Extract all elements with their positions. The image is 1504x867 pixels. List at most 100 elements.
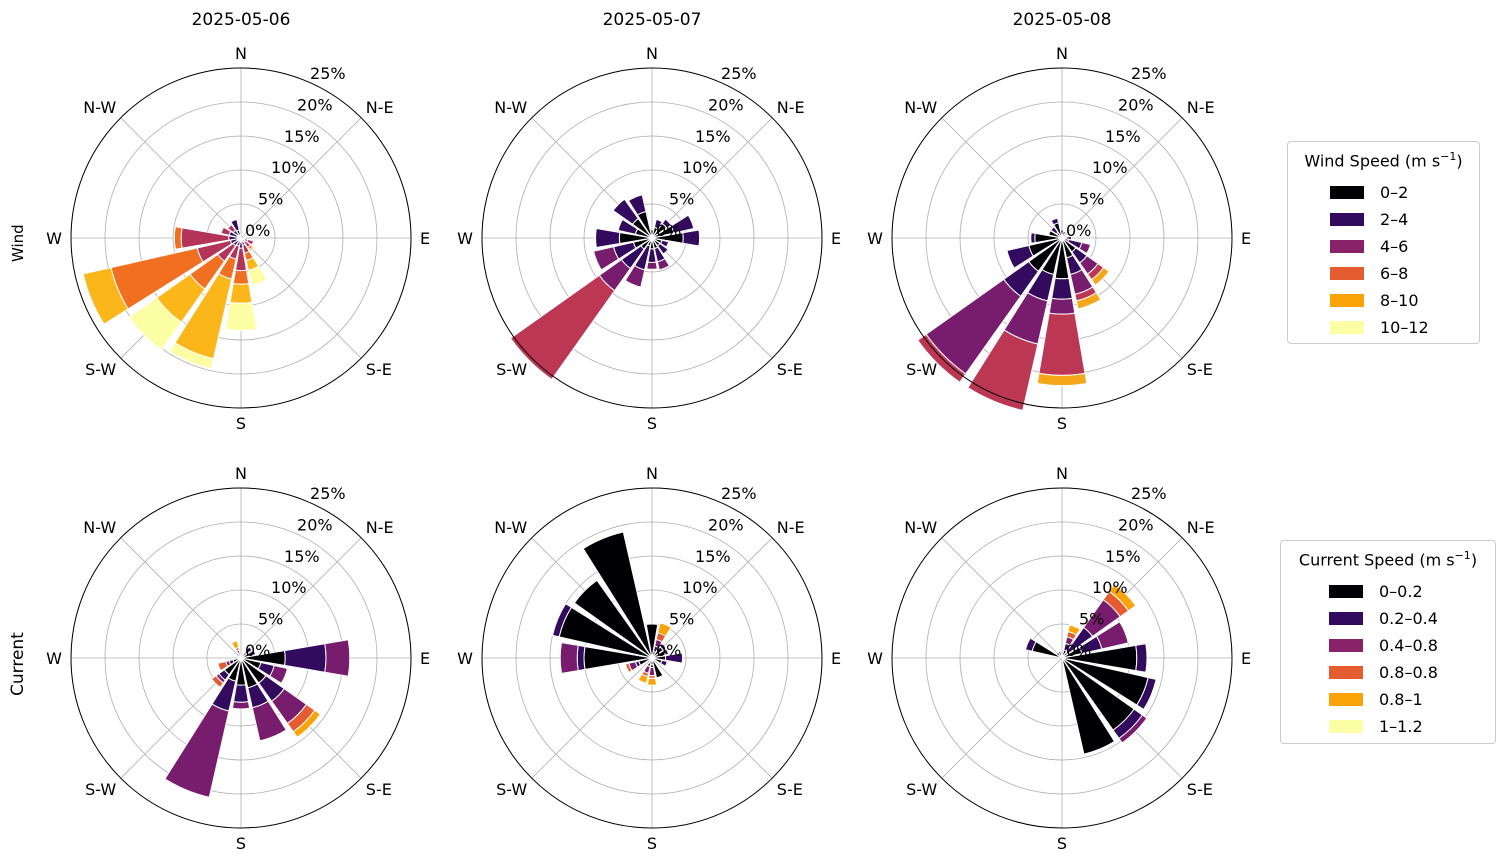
direction-label-w: W [457,649,473,668]
rose-bar-112.5-bin3 [269,664,289,685]
radial-tick-label: 25% [1131,64,1167,83]
direction-label-s: S [1057,414,1067,433]
direction-label-e: E [831,649,841,668]
direction-label-n-w: N-W [83,98,116,117]
rose-bar-202.5-bin3 [624,264,646,288]
rose-bar-270-bin2 [1030,232,1036,244]
radial-tick-label: 15% [284,127,320,146]
rose-bar-180-bin5 [646,677,658,686]
rose-bar-180-bin6 [224,301,258,331]
radial-tick-label: 0% [245,221,270,240]
rose-frame [481,487,823,829]
rose-bar-180-bin5 [1036,372,1088,386]
rose-bar-22.5-bin2 [653,218,663,230]
rose-bar-202.5-bin3 [164,703,230,798]
direction-label-e: E [1241,229,1251,248]
radial-tick-label: 10% [271,578,307,597]
rose-bar-337.5-bin1 [582,531,653,659]
rose-bar-112.5-bin2 [1136,677,1157,711]
rose-frame [481,67,823,409]
rose-bar-270-bin2 [576,644,586,672]
rose-bar-337.5-bin2 [230,218,240,232]
rose-bar-90-bin2 [283,643,327,673]
direction-label-s-e: S-E [777,360,803,379]
radial-tick-label: 15% [284,547,320,566]
rose-bar-135-bin5 [1090,266,1110,286]
current-speed-legend: Current Speed (m s−1) 0–0.2 0.2–0.4 0.4–0.… [1280,540,1496,744]
legend-entry: 0–2 [1330,182,1408,202]
direction-label-s-w: S-W [906,360,937,379]
legend-label: 0.8–0.8 [1379,662,1438,682]
rose-bar-112.5-bin3 [246,238,255,246]
rose-bar-337.5-bin2 [627,194,647,216]
row-label-wind: Wind [9,224,27,262]
rose-frame [891,487,1233,829]
rose-bar-180-bin2 [1051,277,1073,300]
direction-label-n-e: N-E [366,518,394,537]
radial-tick-label: 15% [1105,127,1141,146]
rose-bar-67.5-bin2 [247,649,257,657]
direction-label-n: N [235,464,247,483]
rose-bar-90-bin2 [664,652,684,664]
radial-tick-label: 5% [669,190,694,209]
rose-bar-225-bin4 [509,274,616,381]
rose-bar-180-bin4 [232,269,250,285]
rose-bar-157.5-bin3 [656,258,671,271]
legend-swatch [1330,185,1364,199]
rose-bar-270-bin3 [559,641,579,675]
rose-bar-112.5-bin3 [1078,241,1092,255]
legend-entry: 4–6 [1330,236,1408,256]
rose-bar-202.5-bin5 [637,673,649,684]
rose-bar-45-bin2 [661,218,672,229]
rose-bar-135-bin5 [248,245,256,253]
direction-label-n-e: N-E [1187,98,1215,117]
panel-title: 2025-05-07 [603,10,702,30]
legend-swatch [1329,638,1363,652]
legend-label: 0–2 [1380,182,1409,202]
radial-tick-label: 10% [271,158,307,177]
rose-bar-337.5-bin5 [230,640,240,650]
rose-bar-22.5-bin1 [1061,230,1067,239]
rose-bar-292.5-bin2 [1024,637,1037,652]
legend-swatch [1330,320,1364,334]
direction-label-e: E [1241,649,1251,668]
rose-bar-157.5-bin3 [251,700,287,742]
direction-label-w: W [457,229,473,248]
rose-panel-wind-2: 0% 5% 10% 15% 20% 25% N N-E E S-E S S-W W N-W [457,44,841,433]
legend-entry: 8–10 [1330,290,1419,310]
rose-frame [891,67,1233,409]
direction-label-s-e: S-E [1187,360,1213,379]
rose-panel-wind-1: 0% 5% 10% 15% 20% 25% N N-E E S-E S S-W W N-W [46,44,430,433]
wind-speed-legend: Wind Speed (m s−1) 0–2 2–4 4–6 6–8 8–10 10–12 [1287,141,1480,344]
rose-bar-247.5-bin5 [82,266,129,325]
rose-bar-180-bin3 [646,261,658,270]
radial-tick-label: 20% [1118,95,1154,114]
direction-label-n: N [235,44,247,63]
radial-tick-label: 0% [1066,641,1091,660]
radial-tick-label: 20% [1118,515,1154,534]
rose-bar-315-bin3 [226,223,237,234]
rose-bar-45-bin2 [244,646,253,655]
legend-label: 1–1.2 [1379,716,1423,736]
direction-label-n-w: N-W [83,518,116,537]
legend-entry: 0.8–1 [1329,689,1423,709]
legend-label: 8–10 [1380,290,1419,310]
legend-label: 0.2–0.4 [1379,608,1438,628]
rose-bar-247.5-bin2 [1006,244,1034,269]
grid-spoke [120,537,242,659]
direction-label-n-e: N-E [777,518,805,537]
legend-entry: 1–1.2 [1329,716,1423,736]
radial-tick-label: 5% [258,190,283,209]
panel-title: 2025-05-08 [1013,10,1112,30]
rose-bar-90-bin2 [1135,643,1148,673]
radial-tick-label: 0% [656,221,681,240]
rose-bar-45-bin5 [1108,583,1137,612]
rose-bar-337.5-bin2 [1050,217,1060,226]
rose-bar-337.5-bin1 [1057,650,1063,659]
radial-tick-label: 0% [656,641,681,660]
grid-spoke [240,117,362,239]
rose-bar-157.5-bin5 [1075,291,1102,310]
rose-bar-225-bin6 [128,297,182,351]
rose-frame [70,67,412,409]
grid-spoke [240,237,362,359]
